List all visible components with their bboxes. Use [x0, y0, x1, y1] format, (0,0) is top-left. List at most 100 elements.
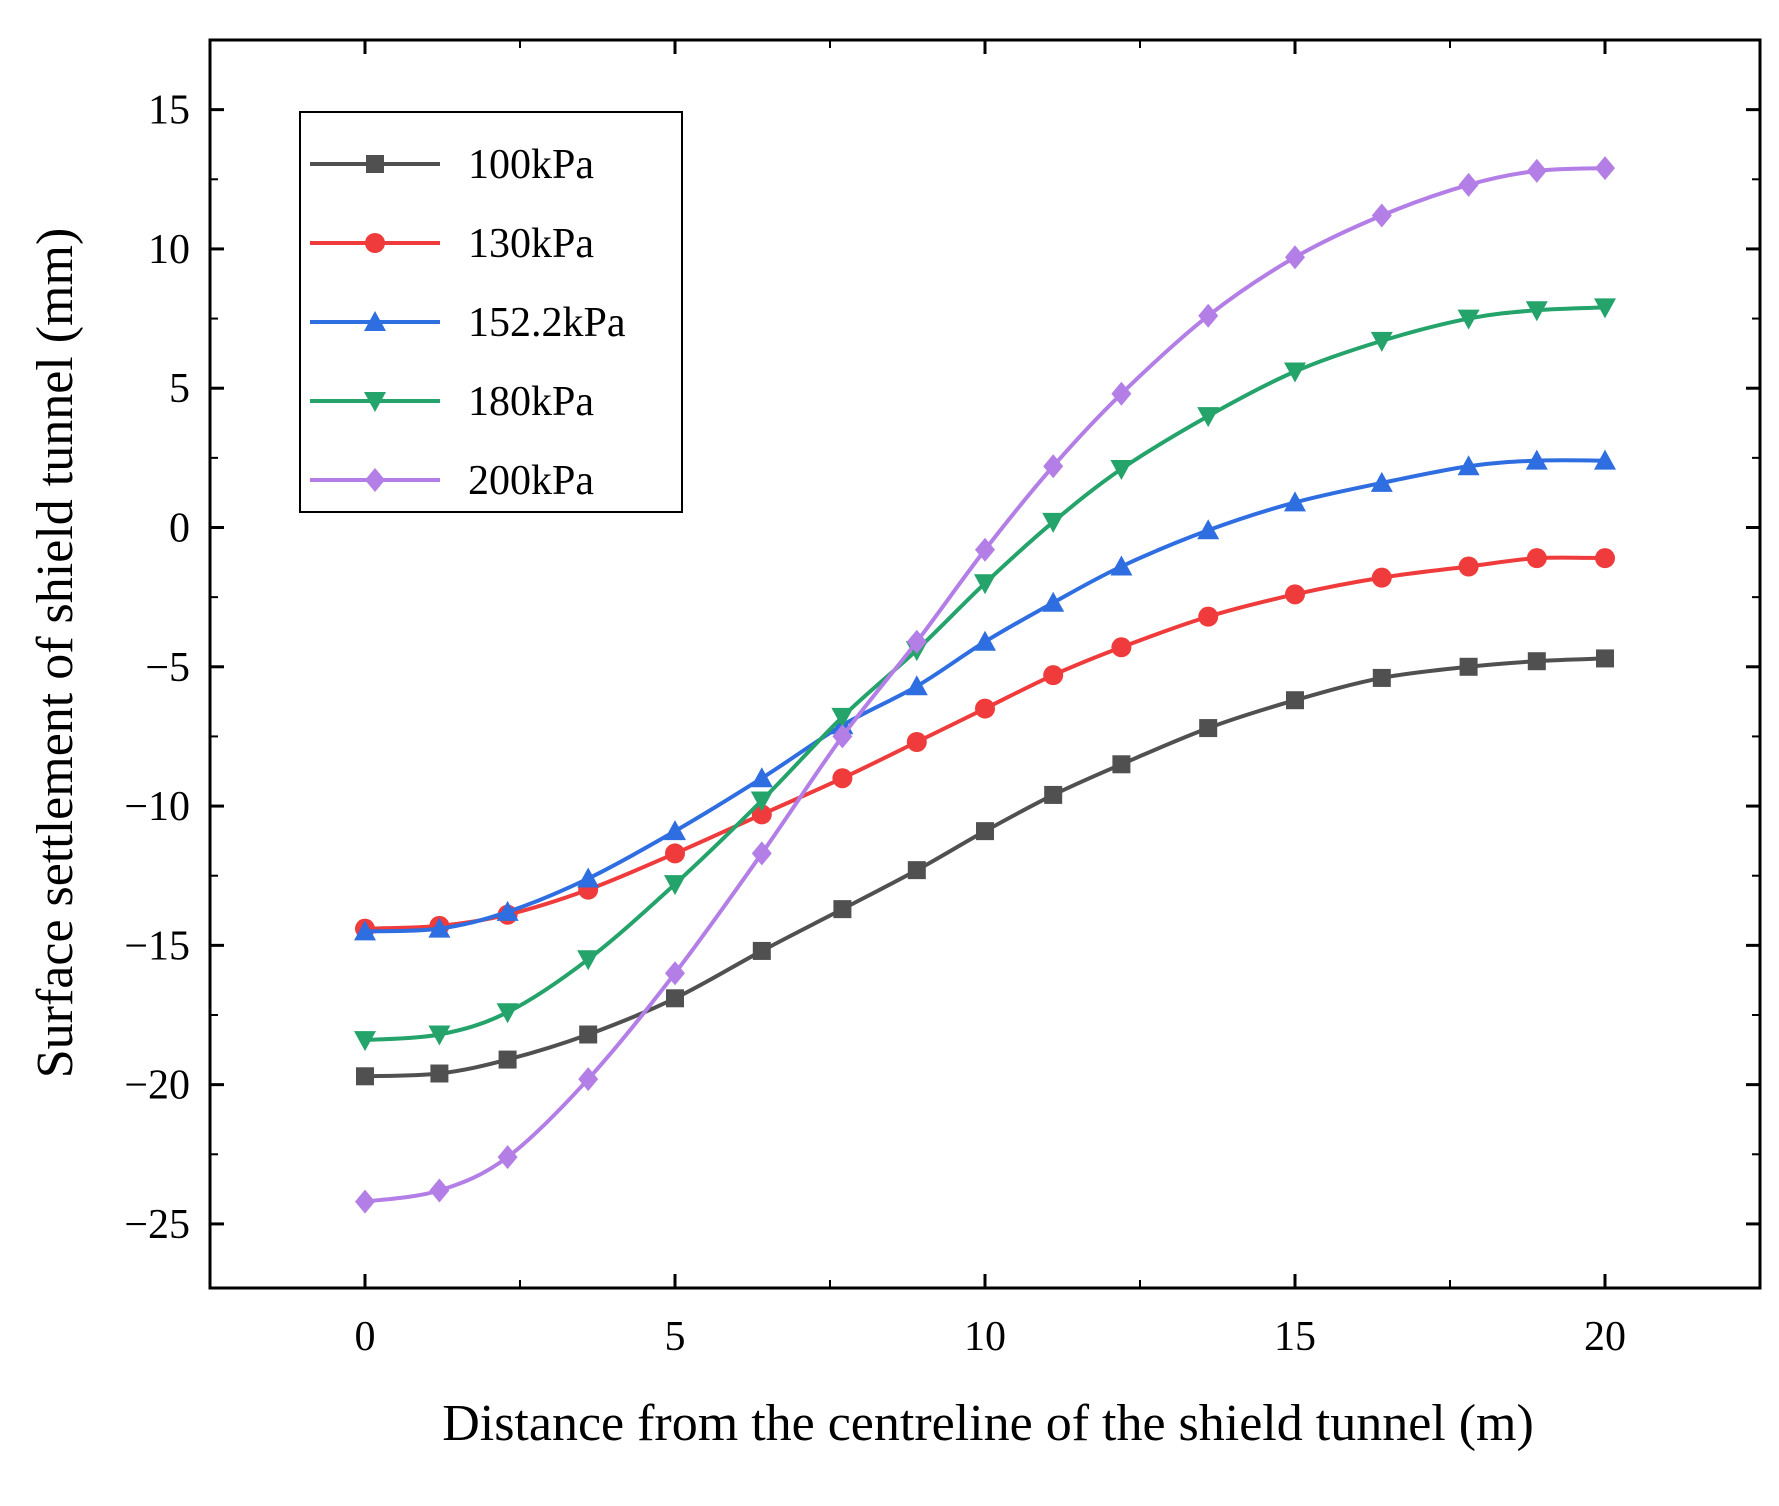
data-point — [1526, 548, 1547, 569]
data-point — [832, 724, 853, 749]
data-point — [751, 841, 772, 866]
y-tick-label: −10 — [124, 784, 190, 830]
data-point — [579, 1025, 598, 1044]
legend: 100kPa 130kPa 152.2kPa 180kPa 200kPa — [299, 111, 683, 513]
y-tick-label: 10 — [148, 227, 190, 273]
data-point — [1199, 719, 1218, 738]
data-point — [1110, 460, 1133, 480]
y-tick-label: 5 — [169, 366, 190, 412]
data-point — [1459, 657, 1478, 676]
legend-label: 152.2kPa — [468, 300, 626, 346]
data-point — [906, 732, 927, 752]
series-line — [364, 458, 1606, 934]
data-point — [750, 791, 773, 812]
data-point — [1457, 309, 1480, 330]
data-point — [1525, 449, 1548, 470]
data-point — [1111, 381, 1132, 406]
y-axis-title: Surface settlement of shield tunnel (mm) — [27, 228, 84, 1079]
legend-label: 130kPa — [468, 221, 594, 267]
data-point — [498, 1050, 517, 1069]
data-point — [1370, 331, 1393, 352]
data-point — [1286, 691, 1304, 710]
series-line — [364, 656, 1606, 1079]
data-point — [429, 1178, 450, 1203]
data-point — [1285, 584, 1305, 605]
data-point — [1197, 407, 1220, 428]
series-line — [364, 555, 1606, 931]
legend-marker — [365, 468, 385, 492]
data-point — [1594, 449, 1616, 470]
data-point — [976, 822, 994, 841]
data-point — [1042, 512, 1065, 533]
data-point — [1372, 668, 1391, 687]
data-point — [1595, 548, 1615, 569]
data-point — [1595, 156, 1615, 181]
data-point — [831, 707, 854, 728]
data-point — [1043, 665, 1064, 686]
data-point — [428, 1025, 451, 1046]
axes-layer: 0 5 10 15 20 −25 −20 −15 −10 −5 0 5 10 15 — [124, 38, 1762, 1360]
data-point — [665, 961, 685, 986]
data-point — [832, 768, 853, 789]
data-point — [354, 1031, 376, 1052]
data-point — [665, 843, 685, 864]
legend-marker — [366, 155, 384, 173]
data-point — [1284, 491, 1306, 512]
data-point — [1111, 637, 1132, 658]
data-point — [1197, 519, 1220, 540]
data-point — [354, 920, 376, 941]
data-point — [428, 917, 451, 938]
data-point — [906, 629, 927, 654]
x-axis-title: Distance from the centreline of the shie… — [442, 1395, 1534, 1452]
data-point — [497, 1145, 518, 1170]
legend-marker — [364, 392, 386, 412]
data-point — [664, 820, 686, 841]
data-point — [1457, 455, 1480, 476]
data-point — [430, 1064, 449, 1083]
y-tick-label: −15 — [124, 923, 190, 969]
data-point — [1285, 245, 1305, 270]
data-point — [975, 698, 995, 719]
data-point — [1371, 567, 1392, 588]
legend-marker — [365, 233, 385, 253]
data-point — [1112, 755, 1131, 774]
legend-label: 100kPa — [468, 142, 594, 188]
legend-item: 130kPa — [310, 221, 594, 267]
data-point — [974, 574, 996, 595]
y-tick-label: −25 — [124, 1202, 190, 1248]
data-point — [1044, 785, 1063, 804]
data-point — [1458, 172, 1479, 197]
y-tick-label: −20 — [124, 1063, 190, 1109]
x-tick-label: 5 — [665, 1314, 686, 1360]
legend-box — [299, 111, 683, 513]
data-point — [907, 861, 926, 880]
data-point — [666, 989, 684, 1008]
data-point — [751, 804, 772, 825]
series-200kPa — [355, 156, 1615, 1214]
data-point — [664, 875, 686, 896]
data-point — [1284, 362, 1306, 383]
data-point — [1527, 652, 1546, 671]
data-point — [577, 867, 600, 888]
x-tick-label: 0 — [355, 1314, 376, 1360]
data-point — [1594, 298, 1616, 319]
data-point — [1043, 454, 1064, 479]
series-180kPa — [354, 298, 1616, 1052]
data-point — [975, 537, 995, 562]
x-tick-label: 10 — [964, 1314, 1006, 1360]
data-point — [1458, 556, 1479, 577]
data-point — [752, 941, 771, 960]
legend-item: 152.2kPa — [310, 300, 626, 346]
x-tick-label: 15 — [1274, 1314, 1316, 1360]
series-152-2kPa — [354, 449, 1616, 941]
legend-label: 180kPa — [468, 379, 594, 425]
legend-item: 200kPa — [310, 458, 594, 504]
data-point — [1525, 301, 1548, 322]
data-point — [750, 767, 773, 788]
y-tick-label: −5 — [145, 645, 190, 691]
series-layer — [354, 156, 1616, 1214]
data-point — [578, 1067, 599, 1092]
data-point — [1198, 303, 1219, 328]
